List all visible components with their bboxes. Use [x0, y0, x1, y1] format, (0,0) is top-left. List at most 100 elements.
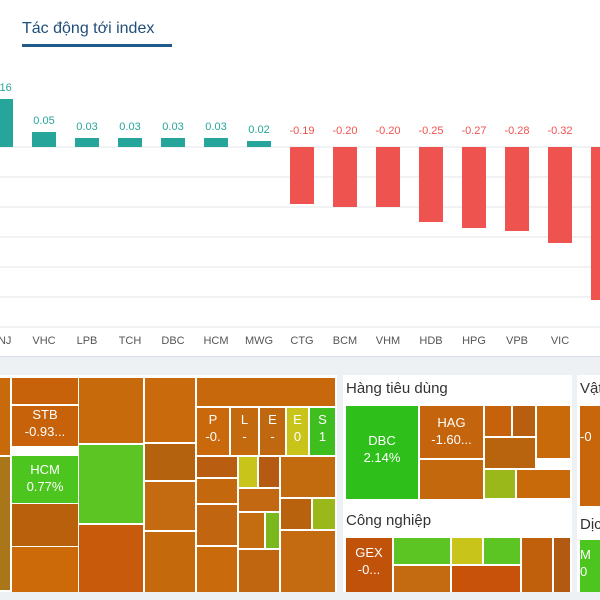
- bar: [419, 147, 443, 222]
- tile: [145, 482, 195, 530]
- tile: [239, 457, 257, 487]
- x-tick-label: LPB: [77, 335, 98, 347]
- x-tick-label: VPB: [506, 335, 528, 347]
- tile-code: DBC: [368, 433, 396, 448]
- bar: [161, 138, 185, 147]
- bar: [548, 147, 572, 243]
- bar: [75, 138, 99, 147]
- tile[interactable]: DBC 2.14%: [346, 406, 418, 499]
- tile: [145, 444, 195, 480]
- tile[interactable]: L-: [231, 408, 258, 455]
- tile: [197, 547, 237, 592]
- tile: [197, 378, 335, 406]
- tile: [197, 457, 237, 477]
- tile-code: E: [293, 412, 302, 427]
- tile-change: 0: [580, 564, 588, 579]
- tile-change: 1: [318, 429, 327, 444]
- tile: [79, 445, 143, 523]
- bar: [591, 147, 600, 300]
- tile[interactable]: GEX -0...: [346, 538, 392, 592]
- bar: [0, 99, 13, 147]
- tile: [0, 378, 10, 455]
- tile: [513, 406, 535, 436]
- tile[interactable]: -0: [580, 406, 600, 506]
- tile: [79, 378, 143, 443]
- value-label: -0.32: [547, 125, 572, 137]
- value-label: 0.16: [0, 82, 12, 94]
- x-tick-label: VHM: [376, 335, 400, 347]
- value-label: -0.19: [289, 125, 314, 137]
- separator: [0, 356, 600, 375]
- x-tick-label: PNJ: [0, 335, 11, 347]
- tile[interactable]: HAG -1.60...: [420, 406, 483, 458]
- tile: [394, 538, 450, 564]
- tile-code: STB: [32, 407, 58, 422]
- tile: [484, 538, 520, 564]
- tile: [145, 532, 195, 592]
- tile: [485, 470, 515, 498]
- tab-underline: [22, 44, 172, 47]
- tile: [239, 550, 279, 592]
- value-label: 0.03: [119, 121, 140, 133]
- bar: [204, 138, 228, 147]
- tile: [537, 406, 570, 458]
- tile: [145, 378, 195, 442]
- value-label: -0.20: [375, 125, 400, 137]
- tile: [452, 566, 520, 592]
- bar: [462, 147, 486, 228]
- tile: [313, 499, 335, 529]
- tile: [485, 438, 535, 468]
- tile-code: L: [240, 412, 249, 427]
- tile-code: HAG: [437, 415, 466, 430]
- sector-title: Vật: [580, 380, 600, 397]
- bar: [247, 141, 271, 147]
- tile-code: E: [268, 412, 277, 427]
- bar: [376, 147, 400, 207]
- bar: [118, 138, 142, 147]
- tile-change: 0: [293, 429, 302, 444]
- tile-code: S: [318, 412, 327, 427]
- value-label: -0.27: [461, 125, 486, 137]
- tile: [0, 457, 10, 590]
- separator: [572, 374, 577, 600]
- tile[interactable]: HCM 0.77%: [12, 456, 78, 503]
- tile: [266, 513, 279, 548]
- tile-change: -0...: [357, 562, 381, 577]
- value-label: -0.20: [332, 125, 357, 137]
- tile: [394, 566, 450, 592]
- value-label: 0.03: [76, 121, 97, 133]
- bar: [290, 147, 314, 204]
- tile: [281, 499, 311, 529]
- value-label: -0.28: [504, 125, 529, 137]
- tile[interactable]: STB -0.93...: [12, 406, 78, 446]
- tab-title[interactable]: Tác động tới index: [22, 20, 155, 37]
- tile[interactable]: P -0.: [197, 408, 229, 455]
- bar-chart: PNJ 0.16 VHC 0.05 LPB 0.03 TCH 0.03 DBC 0.03 HCM 0.…: [0, 82, 600, 347]
- x-tick-label: DBC: [161, 335, 184, 347]
- tile-change: 2.14%: [363, 450, 401, 465]
- tile: [281, 531, 335, 592]
- tile-change: 0.77%: [26, 479, 64, 494]
- tile: [197, 505, 237, 545]
- tile: [79, 525, 143, 592]
- tile: [239, 513, 264, 548]
- x-tick-label: MWG: [245, 335, 273, 347]
- tile-change: -1.60...: [431, 432, 472, 447]
- tile-code: P: [208, 412, 218, 427]
- bar: [333, 147, 357, 207]
- separator: [0, 592, 600, 600]
- tile-code: M: [580, 547, 591, 562]
- x-tick-label: HDB: [419, 335, 442, 347]
- tile[interactable]: E-: [260, 408, 285, 455]
- sector-title: Công nghiệp: [346, 512, 432, 529]
- value-label: -0.25: [418, 125, 443, 137]
- value-label: 0.03: [162, 121, 183, 133]
- x-tick-label: BCM: [333, 335, 357, 347]
- value-label: 0.03: [205, 121, 226, 133]
- tile-change: -0.: [205, 429, 221, 444]
- tile: [554, 538, 570, 592]
